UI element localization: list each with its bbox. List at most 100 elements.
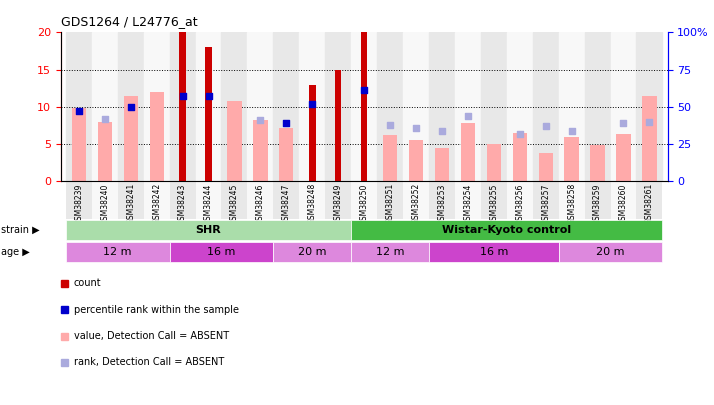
Point xyxy=(618,120,629,126)
Text: 20 m: 20 m xyxy=(596,247,625,257)
Bar xyxy=(403,32,429,181)
Text: GSM38260: GSM38260 xyxy=(619,183,628,224)
Bar xyxy=(636,181,663,219)
Bar xyxy=(643,96,657,181)
Point xyxy=(73,108,84,115)
Text: GSM38247: GSM38247 xyxy=(282,183,291,224)
Bar xyxy=(170,32,196,181)
Bar xyxy=(429,181,455,219)
Bar xyxy=(299,181,326,219)
Bar xyxy=(507,181,533,219)
Bar xyxy=(590,145,605,181)
Bar xyxy=(533,181,558,219)
Text: age ▶: age ▶ xyxy=(1,247,29,257)
Point xyxy=(99,115,111,122)
Text: GSM38258: GSM38258 xyxy=(567,183,576,224)
Bar xyxy=(309,85,316,181)
Bar xyxy=(351,32,377,181)
Bar xyxy=(565,136,579,181)
Bar xyxy=(92,32,118,181)
Bar xyxy=(279,128,293,181)
Bar xyxy=(248,181,273,219)
Bar xyxy=(513,133,527,181)
Text: GSM38259: GSM38259 xyxy=(593,183,602,224)
Bar xyxy=(221,32,248,181)
Bar xyxy=(196,32,221,181)
Point xyxy=(177,93,188,100)
Text: GSM38256: GSM38256 xyxy=(516,183,524,224)
Bar xyxy=(361,32,368,181)
Bar xyxy=(206,47,212,181)
Text: rank, Detection Call = ABSENT: rank, Detection Call = ABSENT xyxy=(74,358,223,367)
Point xyxy=(255,117,266,124)
Bar xyxy=(144,32,170,181)
Bar xyxy=(435,148,449,181)
Text: 16 m: 16 m xyxy=(480,247,508,257)
Bar xyxy=(273,181,299,219)
Text: GSM38248: GSM38248 xyxy=(308,183,317,224)
Bar xyxy=(221,181,248,219)
Bar xyxy=(383,135,397,181)
Bar xyxy=(253,119,268,181)
Text: Wistar-Kyoto control: Wistar-Kyoto control xyxy=(442,225,571,235)
Text: GSM38241: GSM38241 xyxy=(126,183,135,224)
Text: GSM38249: GSM38249 xyxy=(333,183,343,224)
Text: GSM38257: GSM38257 xyxy=(541,183,550,224)
Text: GSM38250: GSM38250 xyxy=(360,183,368,224)
Bar xyxy=(487,144,501,181)
Bar xyxy=(326,32,351,181)
Text: SHR: SHR xyxy=(196,225,221,235)
Point xyxy=(203,93,214,100)
Text: value, Detection Call = ABSENT: value, Detection Call = ABSENT xyxy=(74,331,228,341)
Bar xyxy=(507,32,533,181)
Text: 12 m: 12 m xyxy=(376,247,404,257)
Text: GSM38253: GSM38253 xyxy=(438,183,446,224)
Text: GDS1264 / L24776_at: GDS1264 / L24776_at xyxy=(61,15,197,28)
Point xyxy=(540,123,551,130)
Text: GSM38251: GSM38251 xyxy=(386,183,395,224)
Bar xyxy=(533,32,558,181)
Text: GSM38242: GSM38242 xyxy=(152,183,161,224)
Text: GSM38239: GSM38239 xyxy=(74,183,84,224)
Bar xyxy=(170,181,196,219)
Point xyxy=(125,104,136,110)
Text: count: count xyxy=(74,279,101,288)
Bar xyxy=(538,153,553,181)
Bar xyxy=(66,242,170,262)
Bar xyxy=(351,220,663,240)
Bar xyxy=(409,141,423,181)
Bar xyxy=(377,181,403,219)
Bar xyxy=(351,181,377,219)
Point xyxy=(644,119,655,125)
Bar xyxy=(616,134,630,181)
Text: GSM38244: GSM38244 xyxy=(204,183,213,224)
Bar xyxy=(461,123,475,181)
Bar xyxy=(144,181,170,219)
Bar xyxy=(610,181,636,219)
Bar xyxy=(636,32,663,181)
Point xyxy=(514,130,526,137)
Bar xyxy=(403,181,429,219)
Text: 12 m: 12 m xyxy=(104,247,132,257)
Bar xyxy=(455,181,481,219)
Point xyxy=(462,113,473,119)
Bar xyxy=(610,32,636,181)
Bar xyxy=(585,181,610,219)
Point xyxy=(566,128,578,134)
Text: 16 m: 16 m xyxy=(207,247,236,257)
Bar xyxy=(481,181,507,219)
Bar xyxy=(98,122,112,181)
Text: GSM38245: GSM38245 xyxy=(230,183,239,224)
Bar xyxy=(558,181,585,219)
Text: GSM38243: GSM38243 xyxy=(178,183,187,224)
Point xyxy=(384,122,396,128)
Text: percentile rank within the sample: percentile rank within the sample xyxy=(74,305,238,315)
Bar xyxy=(124,96,138,181)
Bar xyxy=(351,242,429,262)
Bar xyxy=(455,32,481,181)
Bar xyxy=(299,32,326,181)
Text: GSM38240: GSM38240 xyxy=(100,183,109,224)
Point xyxy=(306,101,318,107)
Bar xyxy=(66,220,351,240)
Bar xyxy=(429,32,455,181)
